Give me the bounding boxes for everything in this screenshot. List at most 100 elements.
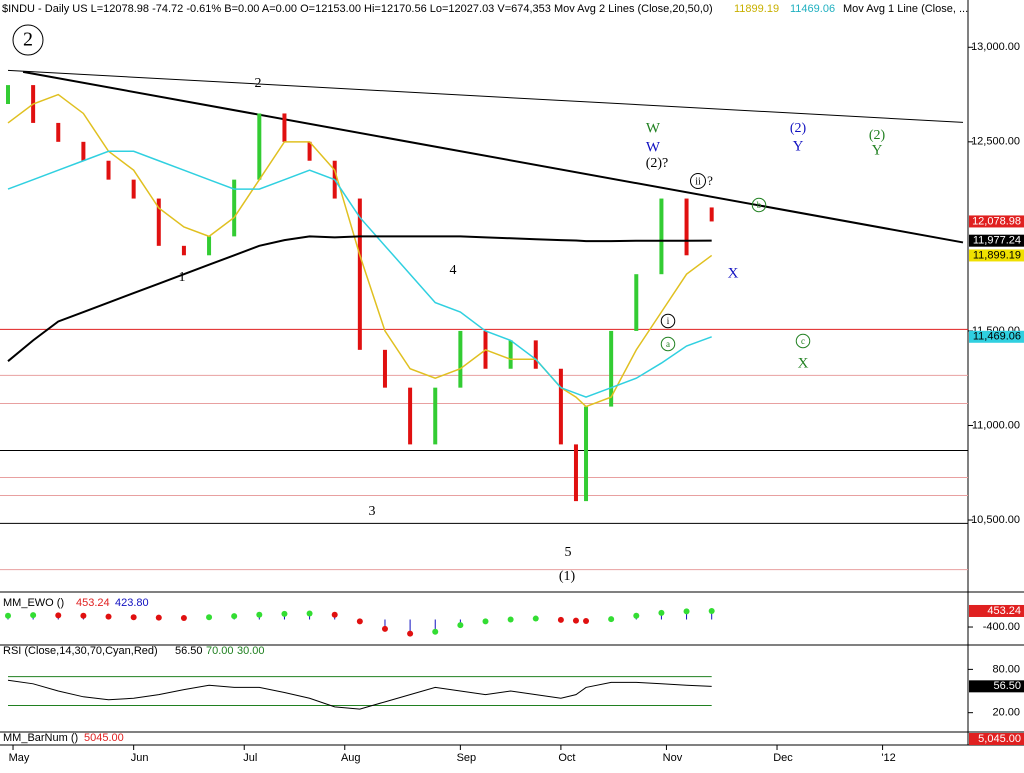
y-tick-label: 11,000.00 <box>972 419 1020 431</box>
rsi-v2: 70.00 <box>206 645 234 657</box>
annotation: 5 <box>565 545 572 560</box>
barnum-label: 5,045.00 <box>978 733 1021 745</box>
annotation: W <box>646 139 661 155</box>
candle <box>357 198 362 350</box>
header-tail: Mov Avg 1 Line (Close, ... <box>843 3 968 15</box>
trendline <box>22 70 964 244</box>
ewo-dot <box>432 628 439 635</box>
candle <box>307 141 312 161</box>
annotation-circle <box>12 24 44 56</box>
ewo-dot <box>80 612 87 619</box>
ewo-dot <box>482 618 489 625</box>
x-tick-label: Jun <box>131 752 149 764</box>
price-label: 12,078.98 <box>972 215 1021 227</box>
annotation: a <box>666 339 670 349</box>
rsi-label: 56.50 <box>993 680 1021 692</box>
barnum-v1: 5045.00 <box>84 732 124 744</box>
rsi-v1: 56.50 <box>175 645 203 657</box>
x-tick-label: Sep <box>457 752 477 764</box>
y-tick-label: 13,000.00 <box>971 41 1020 53</box>
rsi-line <box>7 679 712 710</box>
ewo-dot <box>105 613 112 620</box>
trendline <box>7 69 964 123</box>
candle <box>659 198 664 275</box>
ewo-box <box>969 604 1024 617</box>
annotation: i <box>667 316 670 326</box>
x-tick-label: Jul <box>243 752 257 764</box>
ewo-dot <box>155 614 162 621</box>
price-box <box>969 330 1024 343</box>
ewo-dot <box>683 608 690 615</box>
annotation: (2) <box>790 121 807 136</box>
ewo-dot <box>507 616 514 623</box>
candle <box>609 330 614 407</box>
ewo-dot <box>206 614 213 621</box>
header-ma1: 11899.19 <box>734 3 779 15</box>
x-tick-label: Oct <box>558 752 575 764</box>
ewo-v2: 423.80 <box>115 597 149 609</box>
price-label: 11,469.06 <box>973 331 1021 343</box>
annotation-circle <box>795 333 811 349</box>
ewo-dot <box>180 614 187 621</box>
price-box <box>969 215 1024 228</box>
x-tick-label: Nov <box>663 752 683 764</box>
candle <box>684 198 689 256</box>
price-label: 11,899.19 <box>973 249 1021 261</box>
header: $INDU - Daily US L=12078.98 -74.72 -0.61… <box>2 3 713 15</box>
annotation-circle <box>660 336 676 352</box>
candle <box>558 368 563 445</box>
candle <box>207 236 212 256</box>
candle <box>533 340 538 369</box>
ewo-dot <box>457 622 464 629</box>
ewo-dot <box>608 616 615 623</box>
price-box <box>969 234 1024 247</box>
ewo-dot <box>356 618 363 625</box>
ewo-dot <box>407 630 414 637</box>
annotation: (2) <box>869 128 886 143</box>
candle <box>458 330 463 388</box>
ewo-label: 453.24 <box>987 605 1021 617</box>
annotation-circle <box>751 197 767 213</box>
ewo-dot <box>583 618 590 625</box>
candle <box>232 179 237 237</box>
rsi-box <box>969 680 1024 693</box>
ewo-dot <box>381 625 388 632</box>
candle <box>382 349 387 388</box>
x-tick-label: '12 <box>881 752 895 764</box>
candle <box>156 198 161 246</box>
x-tick-label: Dec <box>773 752 793 764</box>
ewo-dot <box>130 614 137 621</box>
ewo-dot <box>557 616 564 623</box>
rsi-v3: 30.00 <box>237 645 265 657</box>
rsi-tick-label: 20.00 <box>992 707 1020 719</box>
annotation: (1) <box>559 569 576 584</box>
candle <box>508 340 513 369</box>
ewo-dot <box>633 612 640 619</box>
annotation: b <box>757 200 762 210</box>
ewo-dot <box>331 611 338 618</box>
ewo-dot <box>256 611 263 618</box>
ewo-dot <box>708 607 715 614</box>
annotation: Y <box>793 138 804 154</box>
annotation: 2 <box>23 29 33 51</box>
annotation: 2 <box>255 76 262 91</box>
candle <box>106 160 111 180</box>
ewo-dot <box>5 612 11 619</box>
rsi-title: RSI (Close,14,30,70,Cyan,Red) <box>3 645 158 657</box>
candle <box>584 406 589 502</box>
ewo-v1: 453.24 <box>76 597 110 609</box>
y-tick-label: 10,500.00 <box>971 514 1020 526</box>
ewo-dot <box>658 609 665 616</box>
annotation: 1 <box>179 270 186 285</box>
ma-line <box>7 93 713 408</box>
candle <box>257 113 262 180</box>
candle <box>433 387 438 445</box>
x-tick-label: May <box>9 752 30 764</box>
annotation-circle <box>690 173 706 189</box>
annotation: 3 <box>369 504 376 519</box>
annotation: Y <box>872 142 883 158</box>
candle <box>131 179 136 199</box>
ewo-dot <box>572 617 579 624</box>
